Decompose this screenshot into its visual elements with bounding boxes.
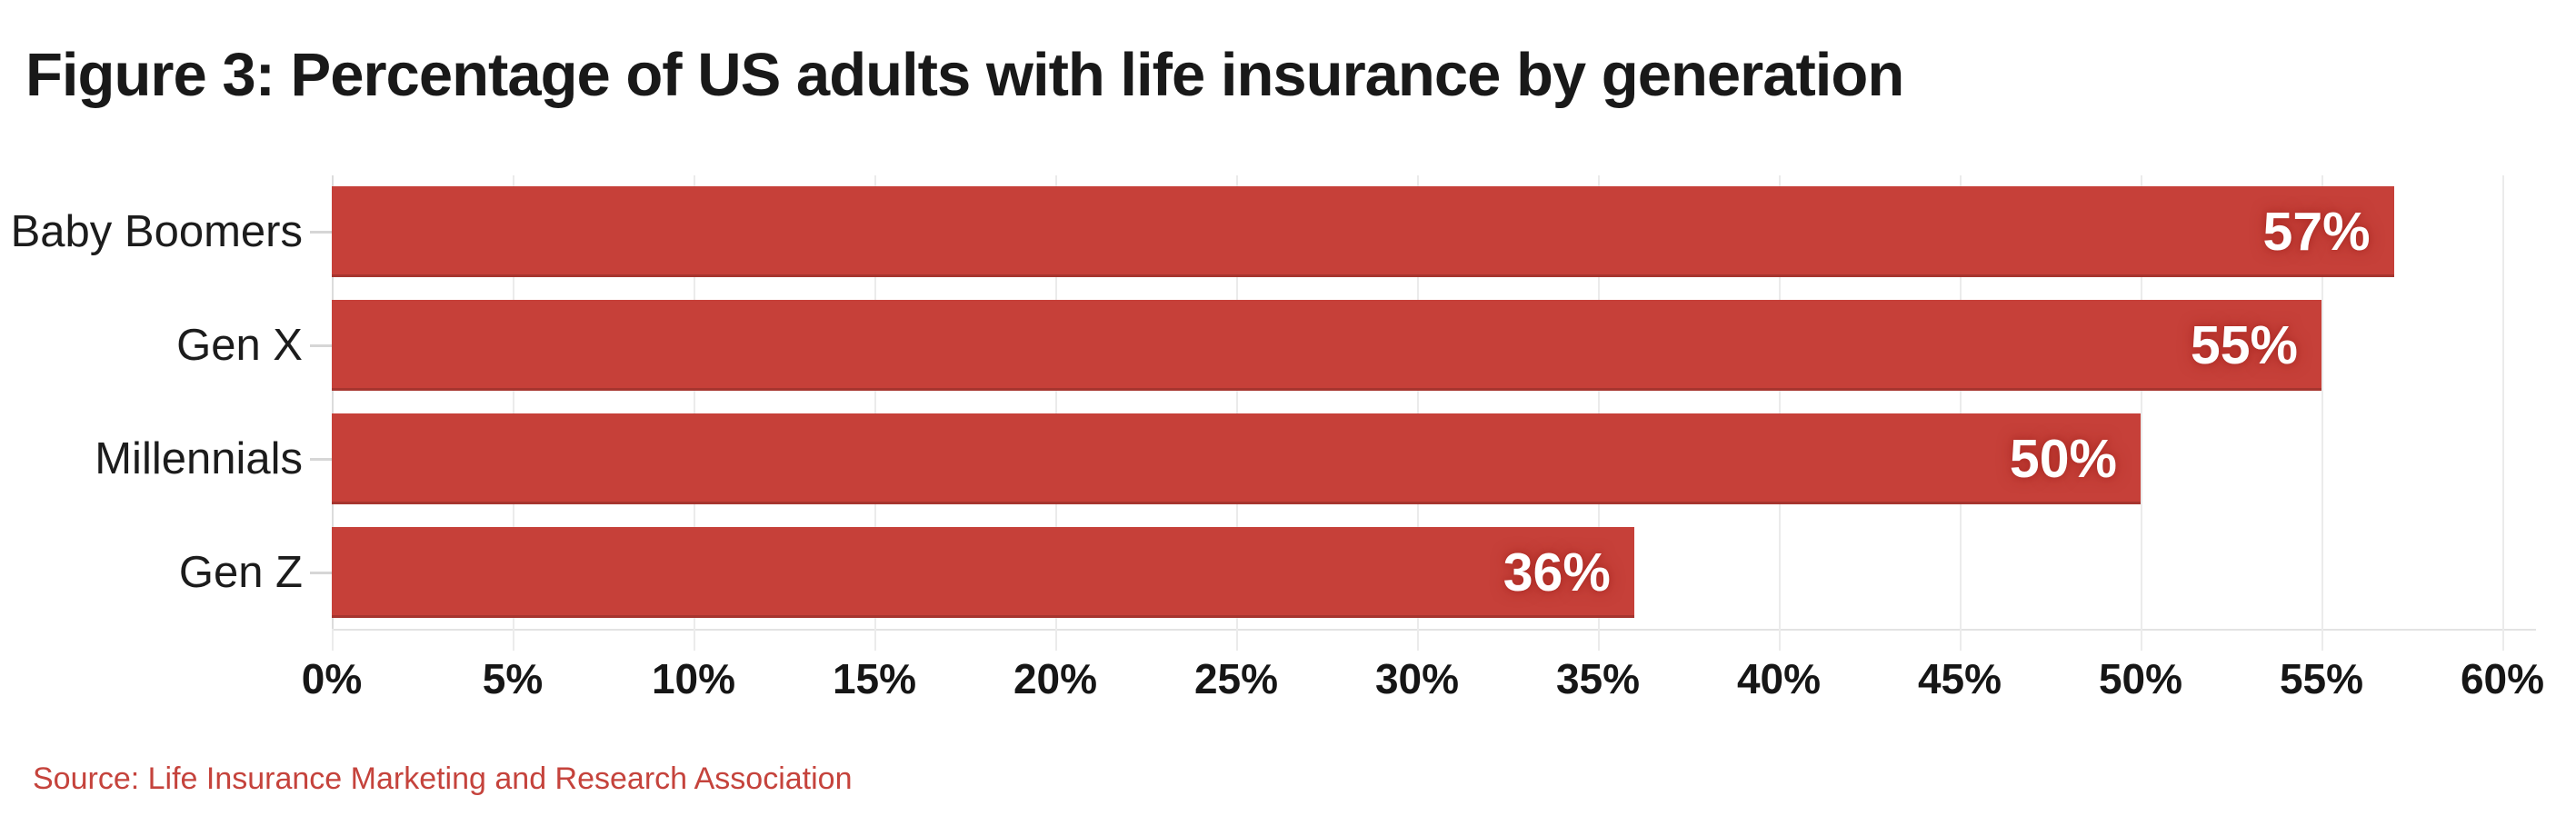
x-axis-tick-mark <box>513 629 514 651</box>
x-axis-tick-label: 45% <box>1917 655 2002 702</box>
category-tick-mark <box>310 231 332 234</box>
gridline <box>2141 175 2142 629</box>
source-caption: Source: Life Insurance Marketing and Res… <box>33 761 853 796</box>
category-tick-mark <box>310 571 332 574</box>
x-axis-tick-mark <box>1236 629 1238 651</box>
plot-area: Baby Boomers 57% Gen X 55% Millennials 50% Gen… <box>11 175 2544 702</box>
x-axis-tick-mark <box>1055 629 1057 651</box>
x-axis-tick-mark <box>1417 629 1419 651</box>
bar-value-label: 36% <box>1503 542 1611 602</box>
bar-row: Gen X 55% <box>176 289 2502 403</box>
category-label: Gen Z <box>178 547 303 597</box>
bar: 57% <box>332 186 2394 278</box>
bar: 50% <box>332 413 2141 504</box>
x-axis-tick-label: 35% <box>1555 655 1641 702</box>
x-axis-line <box>332 629 2536 631</box>
bar: 36% <box>332 526 1634 618</box>
x-axis-labels: 0% 5% 10% 15% 20% 25% 30% 35% 40% 45% 50% 55% 60% <box>302 654 2544 709</box>
gridline <box>694 175 695 629</box>
gridline <box>1598 175 1600 629</box>
bar-value-label: 57% <box>2262 202 2371 263</box>
x-axis-tick-mark <box>1960 629 1962 651</box>
gridline <box>2502 175 2504 629</box>
gridline <box>1417 175 1419 629</box>
gridline <box>1779 175 1781 629</box>
bar-row: Baby Boomers 57% <box>11 175 2502 289</box>
x-axis-tick-label: 60% <box>2460 655 2545 702</box>
x-axis-tick-mark <box>1779 629 1781 651</box>
figure-title: Figure 3: Percentage of US adults with l… <box>25 41 1904 109</box>
x-axis-tick-mark <box>332 629 334 651</box>
bar-row: Gen Z 36% <box>179 515 2502 629</box>
x-axis-tick-label: 30% <box>1374 655 1460 702</box>
bar-value-label: 55% <box>2190 315 2298 376</box>
x-axis-tick-label: 15% <box>832 655 917 702</box>
x-axis-tick-label: 10% <box>651 655 736 702</box>
x-axis-tick-label: 50% <box>2098 655 2183 702</box>
x-axis-tick-label: 0% <box>301 655 363 702</box>
category-tick-mark <box>310 457 332 461</box>
gridline <box>513 175 514 629</box>
x-axis-tick-label: 5% <box>482 655 544 702</box>
bar-value-label: 50% <box>2009 428 2117 489</box>
gridline <box>874 175 876 629</box>
gridline <box>2321 175 2323 629</box>
gridline <box>1236 175 1238 629</box>
x-axis-tick-mark <box>694 629 695 651</box>
gridline <box>1960 175 1962 629</box>
gridline <box>332 175 334 629</box>
x-axis-tick-label: 40% <box>1736 655 1822 702</box>
bar: 55% <box>332 300 2321 392</box>
category-tick-mark <box>310 344 332 348</box>
x-axis-tick-mark <box>2502 629 2504 651</box>
bar-rows: Baby Boomers 57% Gen X 55% Millennials 50% Gen… <box>11 175 2502 629</box>
gridline <box>1055 175 1057 629</box>
x-axis-tick-mark <box>2321 629 2323 651</box>
category-label: Millennials <box>95 433 303 483</box>
bar-row: Millennials 50% <box>95 403 2502 516</box>
category-label: Gen X <box>176 321 303 371</box>
x-axis-tick-mark <box>874 629 876 651</box>
x-axis-tick-label: 20% <box>1013 655 1098 702</box>
x-axis-tick-mark <box>1598 629 1600 651</box>
x-axis-tick-label: 25% <box>1193 655 1279 702</box>
category-label: Baby Boomers <box>10 207 303 257</box>
x-axis-tick-label: 55% <box>2279 655 2364 702</box>
x-axis-tick-mark <box>2141 629 2142 651</box>
